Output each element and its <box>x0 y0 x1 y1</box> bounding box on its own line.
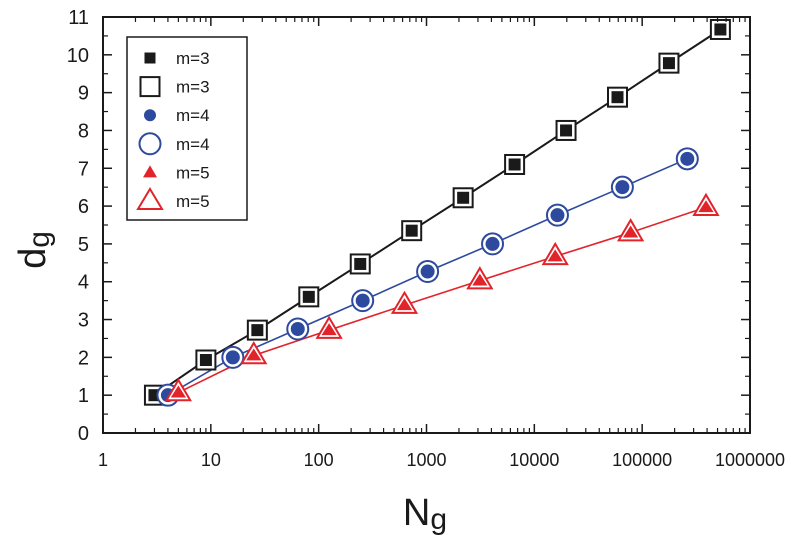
y-tick-label: 3 <box>78 310 89 332</box>
filled-triangle <box>321 323 337 336</box>
y-tick-label: 7 <box>78 158 89 180</box>
filled-square <box>405 224 418 237</box>
legend-marker-filled-triangle <box>143 165 157 178</box>
axes <box>102 16 751 434</box>
y-tick-label: 4 <box>78 272 89 294</box>
filled-square <box>199 354 212 367</box>
filled-square <box>611 91 624 104</box>
data-point-m5 <box>390 290 419 314</box>
data-point-m3 <box>195 349 217 371</box>
filled-circle <box>680 151 695 166</box>
legend-label: m=3 <box>176 78 210 97</box>
axis-labels: Ng dg <box>12 231 447 536</box>
y-tick-label: 2 <box>78 347 89 369</box>
data-point-m3 <box>709 18 731 40</box>
data-point-m3 <box>246 319 268 341</box>
legend-label: m=4 <box>176 106 210 125</box>
x-axis-label-sub: g <box>430 503 447 536</box>
x-tick-label: 1000000 <box>715 450 785 470</box>
legend-label: m=5 <box>176 163 210 182</box>
series-markers <box>143 18 731 407</box>
filled-square <box>302 290 315 303</box>
y-tick-label: 6 <box>78 196 89 218</box>
filled-square <box>560 124 573 137</box>
data-point-m4 <box>286 317 310 341</box>
filled-square <box>508 158 521 171</box>
tick-labels: 1 10 100 1000 10000 100000 1000000012345678910… <box>67 7 785 470</box>
filled-square <box>354 257 367 270</box>
data-point-m3 <box>555 119 577 141</box>
x-tick-label: 1000 <box>406 450 446 470</box>
y-tick-label: 0 <box>78 423 89 445</box>
data-point-m5 <box>616 218 645 242</box>
legend-marker-filled-square <box>144 52 156 64</box>
filled-square <box>251 324 264 337</box>
x-tick-label: 100 <box>304 450 334 470</box>
data-point-m3 <box>504 153 526 175</box>
data-point-m5 <box>240 340 268 365</box>
data-point-m4 <box>545 203 569 227</box>
filled-circle <box>420 264 435 279</box>
filled-square <box>714 23 727 36</box>
y-axis-label: dg <box>12 231 56 269</box>
legend-marker-open-circle <box>138 132 162 156</box>
data-point-m5 <box>164 378 192 402</box>
y-tick-label: 10 <box>67 45 89 67</box>
data-point-m5 <box>466 266 494 290</box>
filled-triangle <box>170 385 186 398</box>
data-point-m5 <box>541 241 569 266</box>
y-tick-label: 11 <box>68 7 89 29</box>
data-point-m4 <box>221 345 245 369</box>
filled-circle <box>290 322 305 336</box>
x-axis-label-main: N <box>403 492 430 534</box>
filled-circle <box>355 293 370 308</box>
legend-label: m=5 <box>176 192 210 211</box>
data-point-m4 <box>351 289 375 313</box>
filled-triangle <box>547 249 563 262</box>
x-tick-label: 1 <box>98 450 108 470</box>
legend-marker-filled-circle <box>144 109 156 122</box>
filled-triangle <box>396 298 413 311</box>
data-point-m3 <box>349 253 371 275</box>
data-point-m3 <box>452 187 474 209</box>
data-point-m5 <box>315 315 343 339</box>
y-tick-label: 8 <box>78 120 89 142</box>
x-axis-label: Ng <box>403 492 447 536</box>
x-tick-label: 100000 <box>612 450 672 470</box>
legend-marker-open-triangle <box>136 187 164 210</box>
filled-square <box>662 57 675 70</box>
filled-circle <box>485 236 500 251</box>
series-line-5 <box>178 206 707 394</box>
data-point-m3 <box>298 286 320 308</box>
data-point-m3 <box>606 86 628 108</box>
legend-label: m=3 <box>176 49 210 68</box>
data-point-m4 <box>481 232 505 256</box>
legend-marker-open-square <box>139 76 161 98</box>
data-point-m5 <box>692 192 720 216</box>
legend-label: m=4 <box>176 135 210 154</box>
legend-box <box>126 36 248 221</box>
data-point-m3 <box>658 52 680 74</box>
filled-triangle <box>472 273 488 286</box>
filled-circle <box>615 180 630 195</box>
y-tick-label: 9 <box>78 83 89 105</box>
data-point-m4 <box>675 147 699 171</box>
y-axis-label-sub: g <box>23 231 56 248</box>
filled-circle <box>550 208 565 223</box>
y-tick-label: 5 <box>78 234 89 256</box>
filled-triangle <box>246 348 262 361</box>
filled-triangle <box>698 200 714 213</box>
y-axis-label-main: d <box>12 248 54 269</box>
filled-square <box>457 191 470 204</box>
x-tick-label: 10000 <box>509 450 559 470</box>
data-point-m4 <box>610 175 634 199</box>
legend: m=3 m=3 m=4 m=4 m=5 m=5 <box>126 36 248 221</box>
filled-triangle <box>623 225 639 238</box>
x-tick-label: 10 <box>201 450 221 470</box>
data-point-m3 <box>401 220 423 242</box>
data-point-m4 <box>416 260 440 284</box>
filled-circle <box>225 350 240 365</box>
y-tick-label: 1 <box>78 385 89 407</box>
